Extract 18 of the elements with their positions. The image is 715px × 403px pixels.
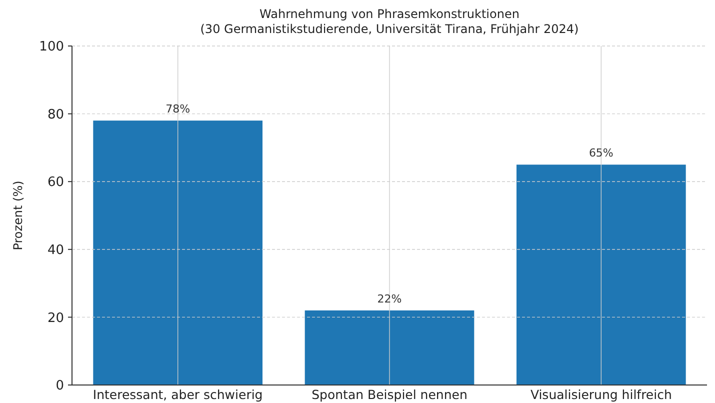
x-tick-label: Interessant, aber schwierig bbox=[92, 387, 263, 402]
chart-title: Wahrnehmung von Phrasemkonstruktionen bbox=[260, 7, 520, 21]
y-tick-label: 80 bbox=[47, 107, 64, 122]
bar bbox=[516, 164, 686, 385]
x-tick-label: Visualisierung hilfreich bbox=[530, 387, 672, 402]
data-label: 65% bbox=[588, 146, 614, 160]
y-axis-title: Prozent (%) bbox=[11, 180, 25, 250]
y-tick-label: 20 bbox=[47, 310, 64, 326]
chart-subtitle: (30 Germanistikstudierende, Universität Tirana, Frühjahr 2024) bbox=[200, 22, 579, 36]
data-label: 22% bbox=[377, 292, 402, 306]
bar bbox=[304, 310, 474, 385]
y-tick-label: 0 bbox=[56, 378, 64, 394]
y-tick-label: 60 bbox=[47, 175, 64, 190]
bar bbox=[93, 120, 262, 385]
data-label: 78% bbox=[166, 102, 190, 116]
y-tick-label: 100 bbox=[39, 40, 64, 55]
y-tick-label: 40 bbox=[47, 242, 64, 258]
x-tick-label: Spontan Beispiel nennen bbox=[312, 387, 468, 402]
